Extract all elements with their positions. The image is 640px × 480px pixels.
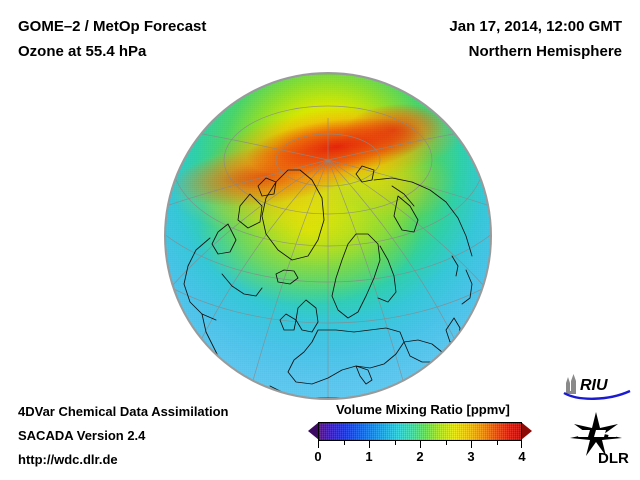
page-title-line-2: Ozone at 55.4 hPa [18, 43, 147, 60]
colorbar: 0 1 2 3 4 [308, 422, 532, 464]
colorbar-tick-label: 3 [467, 449, 475, 464]
graticule [166, 74, 490, 398]
colorbar-tick-minor [394, 441, 396, 445]
footer-line-url[interactable]: http://wdc.dlr.de [18, 452, 118, 467]
footer-line-version: SACADA Version 2.4 [18, 428, 146, 443]
dlr-wordmark: DLR [598, 450, 629, 466]
colorbar-gradient [318, 422, 522, 441]
colorbar-high-cap [521, 422, 532, 440]
colorbar-tick-label: 2 [416, 449, 424, 464]
riu-logo: RIU [563, 374, 631, 400]
colorbar-tick-minor [496, 441, 498, 445]
colorbar-tick-minor [445, 441, 447, 445]
globe-map [166, 74, 490, 398]
dlr-logo: DLR [570, 412, 629, 466]
colorbar-ticks [318, 441, 522, 448]
riu-tower-icon [566, 374, 576, 394]
colorbar-title: Volume Mixing Ratio [ppmv] [336, 402, 510, 417]
dlr-star-icon [570, 412, 622, 456]
footer-line-method: 4DVar Chemical Data Assimilation [18, 404, 229, 419]
colorbar-tick-major [521, 441, 522, 448]
colorbar-low-cap [308, 422, 319, 440]
coastlines [183, 165, 473, 398]
colorbar-tick-labels: 0 1 2 3 4 [314, 449, 526, 467]
globe-disc [166, 74, 490, 398]
colorbar-tick-major [471, 441, 472, 448]
page-title-line-1: GOME–2 / MetOp Forecast [18, 18, 207, 35]
colorbar-tick-major [318, 441, 319, 448]
forecast-datetime: Jan 17, 2014, 12:00 GMT [449, 18, 622, 35]
colorbar-tick-major [369, 441, 370, 448]
colorbar-tick-label: 4 [518, 449, 526, 464]
colorbar-tick-label: 0 [314, 449, 322, 464]
colorbar-tick-major [420, 441, 421, 448]
colorbar-tick-minor [343, 441, 345, 445]
hemisphere-label: Northern Hemisphere [468, 43, 622, 60]
riu-swoosh-icon [563, 389, 631, 400]
riu-wordmark: RIU [580, 377, 608, 394]
colorbar-tick-label: 1 [365, 449, 373, 464]
